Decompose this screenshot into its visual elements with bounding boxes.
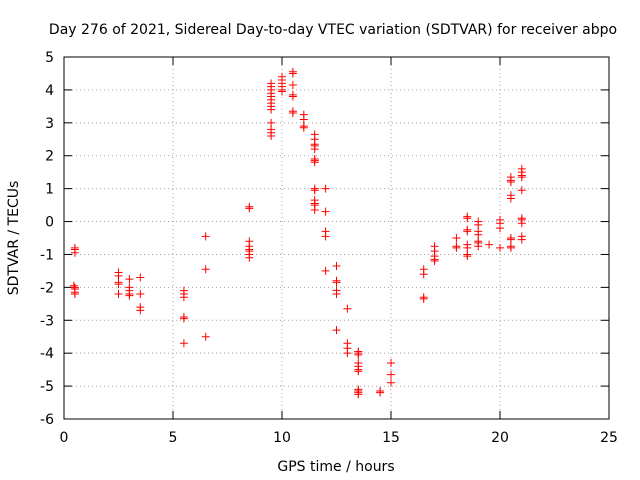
data-point: [387, 359, 395, 368]
y-tick-label: -2: [40, 280, 54, 296]
data-point: [474, 242, 483, 251]
data-point: [485, 240, 494, 249]
data-point: [517, 173, 526, 182]
data-point: [517, 219, 526, 228]
axis-ticks: 0 5 10 15 20 25 -6 -5 -4 -3 -2 -1 0 1 2 3 4 5: [40, 50, 618, 446]
y-tick-label: -4: [40, 346, 54, 362]
data-point: [419, 294, 428, 303]
x-tick-label: 5: [169, 430, 178, 446]
data-point: [288, 108, 297, 117]
x-tick-label: 10: [273, 430, 291, 446]
data-point: [506, 243, 515, 252]
data-point: [136, 273, 145, 282]
chart-title: Day 276 of 2021, Sidereal Day-to-day VTE…: [49, 22, 617, 38]
data-point: [267, 131, 276, 140]
data-point: [387, 370, 395, 379]
data-point: [354, 367, 363, 376]
data-point: [201, 265, 210, 274]
x-axis-label: GPS time / hours: [277, 459, 394, 475]
data-point: [506, 194, 515, 203]
data-point: [463, 227, 472, 236]
grid-lines: [64, 57, 609, 419]
y-tick-label: -3: [40, 313, 54, 329]
data-point: [343, 304, 352, 313]
y-tick-label: 1: [45, 182, 54, 198]
data-point: [245, 202, 254, 211]
data-point: [496, 224, 504, 233]
data-point: [125, 275, 134, 284]
data-point: [125, 291, 134, 300]
data-point: [463, 252, 472, 261]
data-point: [354, 390, 363, 399]
y-tick-label: -1: [40, 247, 54, 263]
x-tick-label: 20: [491, 430, 509, 446]
data-point: [136, 306, 145, 315]
data-point: [69, 281, 78, 290]
data-point: [201, 332, 210, 341]
data-point: [310, 186, 319, 195]
data-point: [310, 145, 319, 154]
data-point: [179, 293, 188, 302]
data-points: [69, 67, 526, 399]
data-point: [343, 349, 352, 358]
y-tick-label: -5: [40, 379, 54, 395]
data-point: [201, 232, 210, 241]
data-point: [332, 326, 341, 335]
data-point: [267, 105, 276, 114]
data-point: [321, 184, 330, 193]
data-point: [136, 289, 145, 298]
x-tick-label: 15: [382, 430, 400, 446]
data-point: [321, 207, 330, 216]
data-point: [310, 206, 319, 215]
data-point: [321, 232, 330, 241]
data-point: [70, 289, 79, 298]
data-point: [288, 80, 297, 89]
data-point: [288, 92, 297, 101]
data-point: [332, 261, 341, 270]
data-point: [299, 123, 308, 132]
data-point: [387, 378, 395, 387]
data-point: [517, 186, 526, 195]
data-point: [332, 289, 341, 298]
y-tick-label: 5: [45, 50, 54, 66]
data-point: [376, 388, 385, 397]
data-point: [354, 350, 363, 359]
data-point: [70, 248, 79, 257]
data-point: [310, 158, 319, 167]
data-point: [114, 289, 123, 298]
y-tick-label: 4: [45, 83, 54, 99]
data-point: [452, 243, 461, 252]
x-tick-label: 0: [60, 430, 69, 446]
y-tick-label: 0: [45, 215, 54, 231]
data-point: [321, 266, 330, 275]
data-point: [506, 178, 515, 187]
data-point: [245, 253, 254, 262]
x-tick-label: 25: [600, 430, 618, 446]
data-point: [179, 339, 188, 348]
plot-frame: [63, 56, 610, 420]
data-point: [179, 314, 188, 323]
data-point: [463, 214, 472, 223]
data-point: [332, 278, 341, 287]
data-point: [278, 87, 286, 96]
data-point: [419, 270, 428, 279]
data-point: [517, 235, 526, 244]
data-point: [452, 234, 461, 242]
data-point: [496, 243, 504, 252]
y-tick-label: -6: [40, 412, 54, 428]
y-tick-label: 2: [45, 149, 54, 165]
y-tick-label: 3: [45, 116, 54, 132]
data-point: [288, 69, 297, 78]
y-axis-label: SDTVAR / TECUs: [6, 181, 22, 296]
data-point: [114, 280, 123, 289]
data-point: [430, 257, 439, 266]
